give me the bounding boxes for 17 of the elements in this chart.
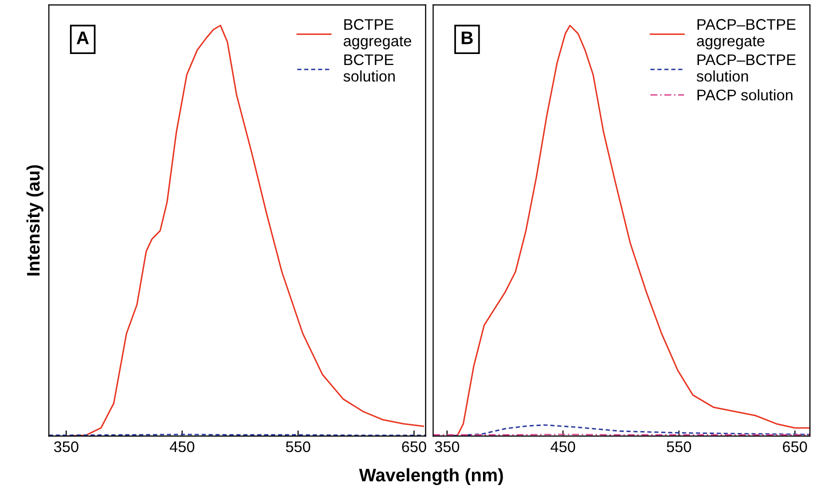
x-axis-title: Wavelength (nm) <box>359 468 503 486</box>
x-tick-label: 350 <box>54 441 78 452</box>
x-tick-label: 450 <box>170 441 194 452</box>
legend-label: BCTPE solution <box>343 54 395 82</box>
annotation: A <box>76 32 89 44</box>
x-tick-label: 650 <box>402 441 426 452</box>
x-tick-label: 550 <box>286 441 310 452</box>
legend-label: PACP solution <box>698 89 792 100</box>
legend-label: PACP–BCTPE aggregate <box>696 19 796 50</box>
x-tick-label: 350 <box>434 441 460 452</box>
x-tick-label: 550 <box>666 441 692 452</box>
x-tick-label: 450 <box>550 441 576 452</box>
legend-label: BCTPE aggregate <box>344 19 412 50</box>
annotation: B <box>462 32 473 44</box>
x-tick-label: 650 <box>782 441 808 452</box>
y-axis-title: Intensity (au) <box>26 165 44 276</box>
legend-label: PACP–BCTPE solution <box>696 54 796 82</box>
